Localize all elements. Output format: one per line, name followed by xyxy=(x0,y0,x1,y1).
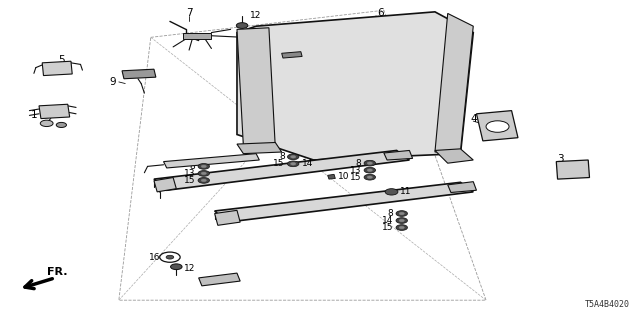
Circle shape xyxy=(291,156,296,158)
Text: 8: 8 xyxy=(356,159,362,168)
Text: 15: 15 xyxy=(184,176,195,185)
Circle shape xyxy=(367,169,372,172)
Polygon shape xyxy=(448,182,476,193)
Polygon shape xyxy=(164,154,259,168)
Text: 8: 8 xyxy=(388,209,394,218)
Polygon shape xyxy=(214,210,240,225)
Circle shape xyxy=(367,162,372,164)
Circle shape xyxy=(160,252,180,262)
Polygon shape xyxy=(214,182,473,222)
Circle shape xyxy=(198,178,209,183)
Circle shape xyxy=(385,189,398,195)
Circle shape xyxy=(198,171,209,176)
Polygon shape xyxy=(39,104,70,119)
Polygon shape xyxy=(384,150,413,160)
Circle shape xyxy=(201,179,206,182)
Circle shape xyxy=(166,255,173,259)
Polygon shape xyxy=(237,12,473,160)
Text: 4: 4 xyxy=(470,114,477,124)
Text: 12: 12 xyxy=(250,12,261,20)
Polygon shape xyxy=(154,150,410,190)
Circle shape xyxy=(396,218,408,223)
Circle shape xyxy=(287,161,299,167)
Circle shape xyxy=(399,212,404,215)
Text: 3: 3 xyxy=(557,154,564,164)
Text: 6: 6 xyxy=(378,8,384,19)
Circle shape xyxy=(198,164,209,169)
Text: 15: 15 xyxy=(350,173,362,182)
Text: 11: 11 xyxy=(400,188,412,196)
Circle shape xyxy=(171,264,182,270)
Text: 14: 14 xyxy=(302,159,314,168)
Circle shape xyxy=(201,172,206,175)
Polygon shape xyxy=(282,52,302,58)
Polygon shape xyxy=(435,13,473,152)
Polygon shape xyxy=(237,28,275,147)
Circle shape xyxy=(399,219,404,222)
Text: 10: 10 xyxy=(338,172,349,181)
Text: 13: 13 xyxy=(350,166,362,175)
Text: 15: 15 xyxy=(273,159,285,168)
Text: 1: 1 xyxy=(31,110,38,120)
Circle shape xyxy=(396,211,408,216)
Text: 8: 8 xyxy=(279,152,285,161)
Polygon shape xyxy=(198,273,240,286)
Polygon shape xyxy=(476,111,518,141)
Circle shape xyxy=(399,226,404,229)
Circle shape xyxy=(364,174,376,180)
Text: 16: 16 xyxy=(149,253,161,262)
Polygon shape xyxy=(556,160,589,179)
Polygon shape xyxy=(237,142,282,154)
Circle shape xyxy=(201,165,206,168)
Circle shape xyxy=(396,225,408,230)
Polygon shape xyxy=(182,33,211,39)
Text: 9: 9 xyxy=(109,77,116,87)
Text: 5: 5 xyxy=(58,55,65,65)
Text: FR.: FR. xyxy=(47,267,67,277)
Text: T5A4B4020: T5A4B4020 xyxy=(585,300,630,309)
Circle shape xyxy=(56,123,67,127)
Circle shape xyxy=(40,120,53,126)
Circle shape xyxy=(287,154,299,160)
Text: 2: 2 xyxy=(45,115,52,125)
Text: 8: 8 xyxy=(189,162,195,171)
Text: 15: 15 xyxy=(382,223,394,232)
Polygon shape xyxy=(328,174,335,179)
Circle shape xyxy=(486,121,509,132)
Polygon shape xyxy=(42,61,72,76)
Text: 14: 14 xyxy=(382,216,394,225)
Circle shape xyxy=(364,167,376,173)
Text: 12: 12 xyxy=(184,264,195,273)
Circle shape xyxy=(291,163,296,165)
Text: 7: 7 xyxy=(186,8,193,19)
Polygon shape xyxy=(154,178,176,192)
Polygon shape xyxy=(122,69,156,79)
Text: 13: 13 xyxy=(184,169,195,178)
Polygon shape xyxy=(435,149,473,163)
Circle shape xyxy=(364,160,376,166)
Circle shape xyxy=(236,23,248,28)
Circle shape xyxy=(367,176,372,179)
